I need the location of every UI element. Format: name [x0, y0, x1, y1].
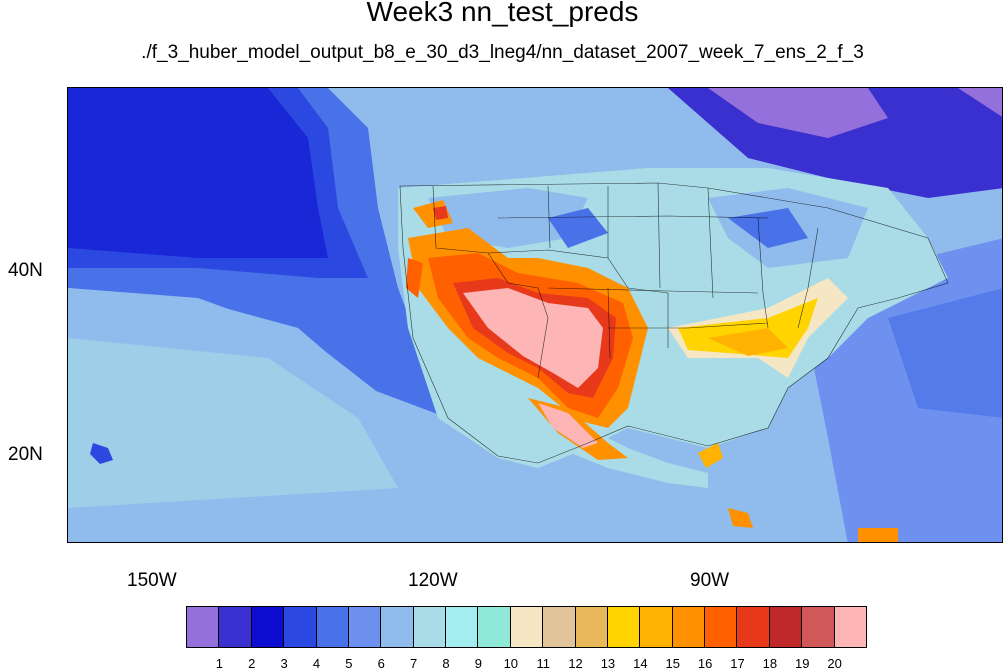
- map-title: Week3 nn_test_preds: [366, 0, 639, 27]
- colorbar-tick-label: 15: [665, 656, 680, 671]
- colorbar-tick-label: 11: [536, 656, 550, 671]
- colorbar-tick-label: 16: [697, 656, 713, 671]
- colorbar-swatch: [347, 606, 382, 648]
- colorbar-swatch: [412, 606, 446, 648]
- colorbar-tick-label: 2: [248, 656, 256, 671]
- colorbar-swatch: [509, 606, 544, 648]
- colorbar-swatch: [671, 606, 705, 648]
- colorbar-swatch: [801, 606, 835, 648]
- colorbar-tick-label: 12: [568, 656, 583, 671]
- colorbar-swatch: [283, 606, 317, 648]
- colorbar-swatch: [542, 606, 576, 648]
- colorbar-swatch: [736, 606, 770, 648]
- colorbar-swatch: [250, 606, 285, 648]
- lon-label-150w: 150W: [127, 570, 177, 591]
- colorbar-swatch: [477, 606, 511, 648]
- lat-label-40n: 40N: [8, 260, 43, 281]
- colorbar-tick-label: 3: [280, 656, 288, 671]
- colorbar-tick-label: 4: [312, 656, 321, 671]
- colorbar-tick-label: 9: [474, 656, 483, 671]
- lon-label-90w: 90W: [690, 570, 730, 591]
- colorbar-swatch: [574, 606, 608, 648]
- colorbar-tick-label: 1: [215, 656, 223, 671]
- map-subtitle: ./f_3_huber_model_output_b8_e_30_d3_lneg…: [141, 42, 864, 63]
- lat-label-20n: 20N: [8, 444, 43, 465]
- colorbar-swatch: [315, 606, 349, 648]
- lon-label-120w: 120W: [408, 570, 458, 591]
- colorbar-tick-label: 14: [633, 656, 648, 671]
- colorbar-swatch: [704, 606, 738, 648]
- colorbar-swatch: [768, 606, 803, 648]
- colorbar-tick-label: 18: [762, 656, 778, 671]
- colorbar-swatch: [218, 606, 252, 648]
- colorbar-tick-label: 6: [377, 656, 385, 671]
- colorbar-swatch: [639, 606, 673, 648]
- colorbar: [186, 606, 867, 648]
- colorbar-swatch: [380, 606, 414, 648]
- map-panel: [67, 87, 1003, 543]
- colorbar-tick-label: 20: [827, 656, 842, 671]
- colorbar-tick-label: 5: [345, 656, 353, 671]
- colorbar-tick-label: 8: [442, 656, 450, 671]
- colorbar-tick-label: 19: [795, 656, 810, 671]
- colorbar-tick-label: 10: [503, 656, 519, 671]
- colorbar-swatch: [186, 606, 220, 648]
- forecast-field: [68, 88, 1002, 542]
- colorbar-tick-label: 7: [410, 656, 418, 671]
- colorbar-tick-label: 13: [600, 656, 616, 671]
- colorbar-swatch: [606, 606, 641, 648]
- colorbar-tick-label: 17: [730, 656, 745, 671]
- colorbar-swatch: [445, 606, 479, 648]
- colorbar-swatch: [833, 606, 867, 648]
